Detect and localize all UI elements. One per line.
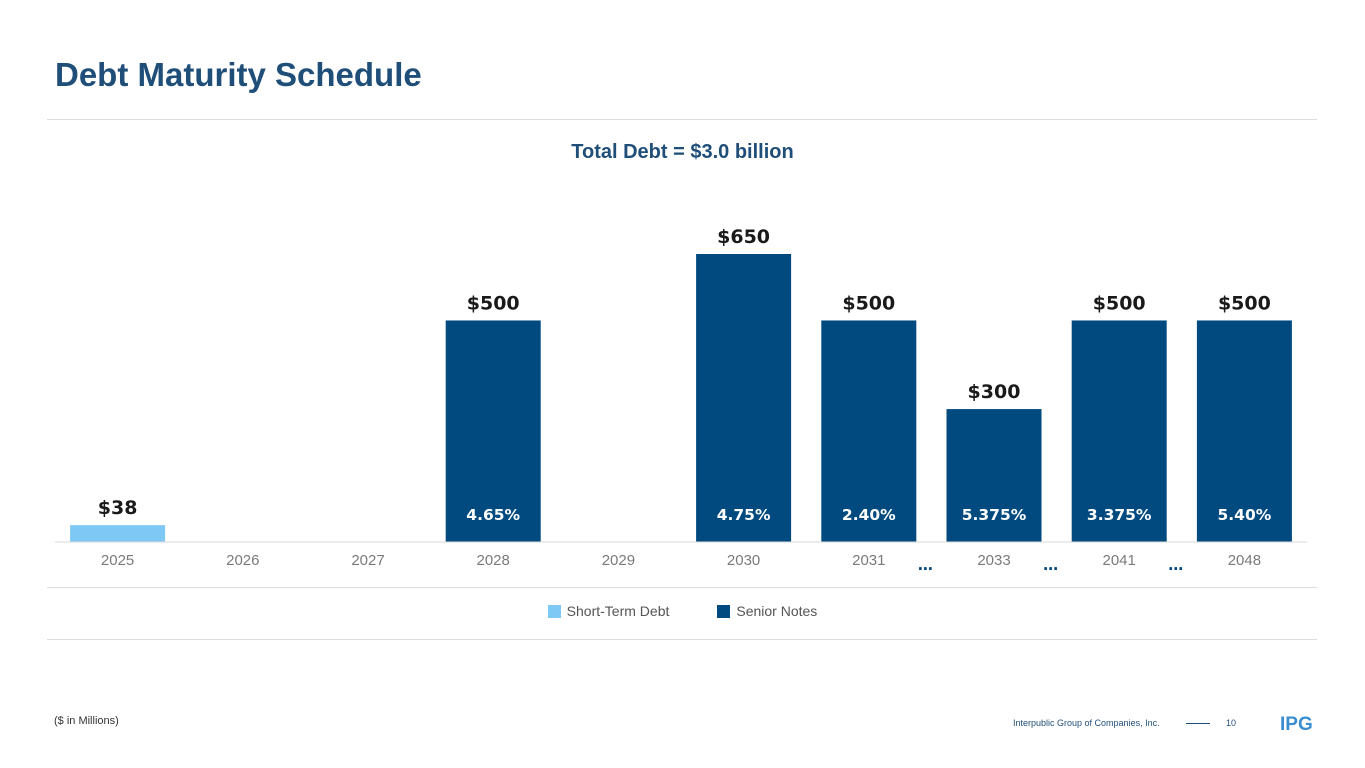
chart-legend: Short-Term Debt Senior Notes (0, 603, 1365, 619)
footer-company-name: Interpublic Group of Companies, Inc. (1013, 718, 1160, 728)
axis-gap-marker: … (918, 556, 933, 574)
ipg-logo: IPG (1280, 714, 1313, 734)
page-title: Debt Maturity Schedule (55, 56, 422, 93)
value-label-2028: $500 (467, 292, 520, 314)
value-label-2033: $300 (968, 381, 1021, 403)
x-tick-2048: 2048 (1228, 552, 1261, 569)
footer-separator (1186, 723, 1210, 724)
bar-2033 (946, 409, 1042, 542)
legend-swatch-senior-notes (717, 604, 731, 618)
x-tick-2033: 2033 (977, 552, 1010, 569)
debt-maturity-chart: $38 2025 2026 2027 $500 4.65% 2028 2029 $650 4.75… (55, 226, 1307, 574)
legend-bottom-divider (47, 639, 1317, 640)
axis-gap-marker: … (1168, 556, 1183, 574)
chart-bottom-divider (47, 587, 1317, 588)
rate-label-2031: 2.40% (842, 506, 896, 524)
rate-label-2028: 4.65% (466, 506, 520, 524)
legend-item-senior-notes: Senior Notes (717, 603, 817, 619)
axis-gap-marker: … (1043, 556, 1058, 574)
page-number: 10 (1226, 718, 1237, 728)
value-label-2048: $500 (1218, 292, 1271, 314)
ipg-logo-text: IPG (1280, 714, 1313, 734)
legend-label-senior-notes: Senior Notes (736, 603, 818, 619)
bar-2030 (696, 254, 792, 542)
chart-title: Total Debt = $3.0 billion (571, 141, 794, 163)
rate-label-2048: 5.40% (1218, 506, 1272, 524)
rate-label-2030: 4.75% (717, 506, 771, 524)
rate-label-2033: 5.375% (962, 506, 1027, 524)
bar-2041 (1071, 320, 1167, 542)
rate-label-2041: 3.375% (1087, 506, 1152, 524)
value-label-2025: $38 (98, 497, 138, 519)
bar-2031 (821, 320, 917, 542)
bar-2048 (1196, 320, 1292, 542)
legend-label-short-term: Short-Term Debt (566, 603, 670, 619)
x-tick-2027: 2027 (351, 552, 384, 569)
bar-2025 (70, 525, 166, 542)
x-tick-2028: 2028 (477, 552, 510, 569)
value-label-2041: $500 (1093, 292, 1146, 314)
x-tick-2030: 2030 (727, 552, 760, 569)
x-tick-2025: 2025 (101, 552, 134, 569)
x-tick-2026: 2026 (226, 552, 259, 569)
legend-item-short-term: Short-Term Debt (547, 603, 670, 619)
x-tick-2031: 2031 (852, 552, 885, 569)
bar-2028 (445, 320, 541, 542)
x-tick-2029: 2029 (602, 552, 635, 569)
x-tick-2041: 2041 (1103, 552, 1136, 569)
value-label-2031: $500 (842, 292, 895, 314)
value-label-2030: $650 (717, 226, 770, 248)
top-divider (47, 119, 1317, 120)
units-note: ($ in Millions) (54, 715, 119, 727)
legend-swatch-short-term (547, 604, 561, 618)
